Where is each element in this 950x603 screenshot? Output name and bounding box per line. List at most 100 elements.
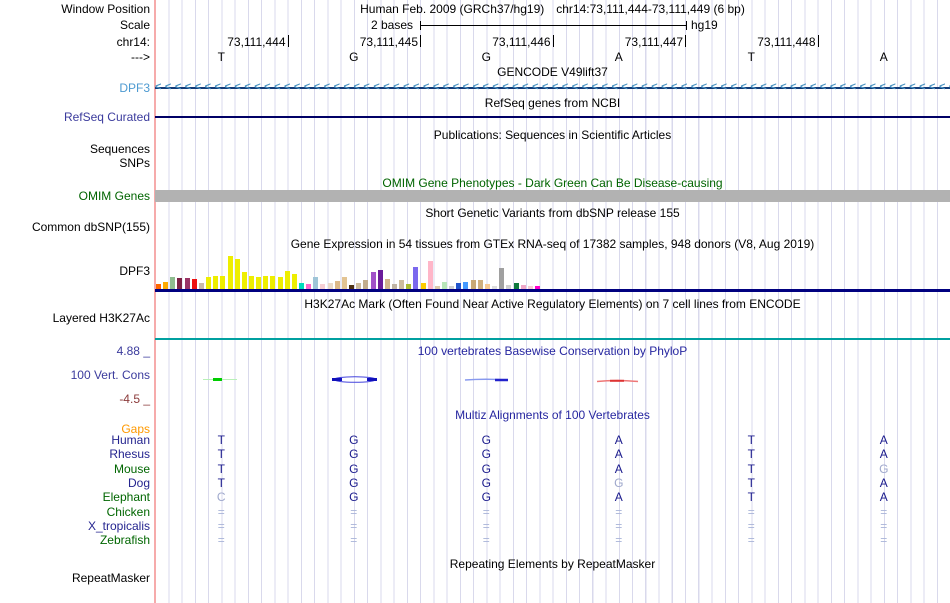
gtex-bar[interactable] (506, 285, 512, 289)
gtex-bar[interactable] (477, 280, 483, 289)
window-position-label: Window Position (61, 2, 150, 16)
gtex-expression-barchart[interactable] (156, 253, 556, 289)
gtex-bar[interactable] (263, 276, 269, 289)
gtex-bar[interactable] (163, 282, 169, 289)
alignment-base: G (349, 490, 359, 505)
gtex-bar[interactable] (248, 276, 254, 289)
gtex-bar[interactable] (427, 261, 433, 289)
base-letter: G (349, 50, 359, 64)
gtex-bar[interactable] (313, 277, 319, 289)
track-label-omim-genes[interactable]: OMIM Genes (78, 189, 150, 203)
gtex-bar[interactable] (527, 286, 533, 289)
gtex-bar[interactable] (277, 277, 283, 289)
gtex-bar[interactable] (499, 268, 505, 289)
track-title-conservation: 100 vertebrates Basewise Conservation by… (417, 344, 688, 358)
gtex-bar[interactable] (413, 267, 419, 289)
gtex-bar[interactable] (377, 270, 383, 289)
gtex-bar[interactable] (391, 284, 397, 289)
gtex-bar[interactable] (299, 283, 304, 289)
scale-value: 2 bases (370, 18, 413, 32)
gtex-bar[interactable] (356, 283, 362, 289)
gtex-bar[interactable] (370, 272, 376, 289)
gtex-bar[interactable] (156, 284, 161, 289)
track-label-snps[interactable]: SNPs (119, 156, 150, 170)
track-label-gaps[interactable]: Gaps (121, 422, 150, 436)
coordinate-tick (420, 35, 421, 47)
alignment-base: = (747, 518, 755, 533)
alignment-base: = (880, 518, 888, 533)
gtex-bar[interactable] (220, 276, 226, 289)
gtex-bar[interactable] (320, 284, 326, 289)
gtex-bar[interactable] (406, 284, 412, 289)
gtex-bar[interactable] (442, 282, 447, 289)
track-title-gtex: Gene Expression in 54 tissues from GTEx … (290, 237, 815, 251)
gtex-bar[interactable] (191, 279, 197, 289)
alignment-base: G (481, 490, 491, 505)
species-label-mouse[interactable]: Mouse (113, 461, 150, 476)
gtex-bar[interactable] (341, 277, 347, 289)
species-label-dog[interactable]: Dog (127, 475, 150, 490)
gtex-bar[interactable] (399, 280, 405, 289)
gtex-bar[interactable] (420, 283, 426, 289)
gtex-bar[interactable] (534, 286, 540, 289)
alignment-base: A (879, 433, 888, 447)
gtex-bar[interactable] (270, 276, 276, 289)
gtex-bar[interactable] (284, 271, 290, 289)
gtex-bar[interactable] (241, 272, 247, 289)
gtex-bar[interactable] (363, 280, 369, 289)
track-label-common-dbsnp[interactable]: Common dbSNP(155) (31, 220, 150, 234)
species-label-human[interactable]: Human (111, 433, 150, 447)
alignment-base: T (747, 447, 755, 462)
track-label-conservation[interactable]: 100 Vert. Cons (70, 368, 150, 382)
gtex-bar[interactable] (463, 282, 469, 289)
gtex-bar[interactable] (334, 281, 340, 289)
gtex-bar[interactable] (306, 284, 312, 289)
track-label-refseq-curated[interactable]: RefSeq Curated (63, 110, 150, 124)
assembly-label: Human Feb. 2009 (GRCh37/hg19) (360, 2, 545, 16)
omim-gene-bar[interactable] (155, 190, 950, 202)
coordinate-value: 73,111,448 (757, 35, 816, 49)
gtex-bar[interactable] (234, 259, 240, 289)
gtex-bar[interactable] (434, 286, 440, 289)
gtex-bar[interactable] (520, 285, 526, 289)
conservation-marks[interactable] (155, 372, 950, 388)
species-label-x_tropicalis[interactable]: X_tropicalis (87, 518, 150, 533)
track-label-h3k27ac[interactable]: Layered H3K27Ac (52, 311, 150, 325)
alignment-base: = (880, 533, 888, 548)
gtex-bar[interactable] (177, 278, 183, 289)
gtex-bar[interactable] (470, 280, 476, 289)
gtex-bar[interactable] (327, 283, 333, 289)
refseq-gene-line[interactable] (155, 116, 950, 118)
track-label-repeatmasker[interactable]: RepeatMasker (71, 571, 150, 585)
gtex-bar[interactable] (492, 286, 498, 289)
gtex-bar[interactable] (349, 285, 355, 289)
gencode-gene-track[interactable]: <<<<<<<<<<<<<<<<<<<<<<<<<<<<<<<<<<<<<<<<… (155, 81, 950, 94)
alignment-base: A (614, 433, 623, 447)
gtex-bar[interactable] (256, 277, 262, 289)
gtex-bar[interactable] (456, 283, 462, 289)
track-title-dbsnp: Short Genetic Variants from dbSNP releas… (425, 206, 680, 220)
gtex-bar[interactable] (291, 274, 297, 289)
gtex-bar[interactable] (513, 283, 519, 289)
alignment-base: T (217, 475, 225, 490)
h3k27ac-baseline (155, 338, 950, 340)
gtex-bar[interactable] (213, 276, 219, 289)
gene-label-dpf3[interactable]: DPF3 (119, 81, 150, 95)
gtex-bar[interactable] (184, 278, 190, 289)
gtex-bar[interactable] (198, 283, 204, 289)
gtex-bar[interactable] (206, 277, 212, 289)
track-label-gtex-dpf3[interactable]: DPF3 (119, 264, 150, 278)
gtex-bar[interactable] (384, 279, 390, 289)
track-label-sequences[interactable]: Sequences (89, 142, 150, 156)
gtex-bar[interactable] (449, 286, 455, 289)
species-label-chicken[interactable]: Chicken (106, 504, 150, 519)
species-label-elephant[interactable]: Elephant (102, 490, 150, 505)
alignment-base: = (217, 518, 225, 533)
gtex-bar[interactable] (170, 277, 176, 289)
alignment-base: = (217, 533, 225, 548)
species-label-zebrafish[interactable]: Zebrafish (99, 533, 150, 548)
gtex-bar[interactable] (227, 256, 233, 289)
species-label-rhesus[interactable]: Rhesus (109, 447, 150, 462)
gtex-bar[interactable] (484, 284, 490, 289)
